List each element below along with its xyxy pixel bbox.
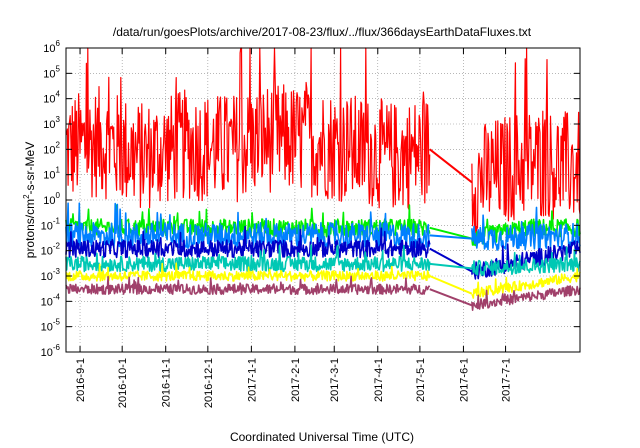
series — [65, 275, 581, 312]
series-trace — [65, 244, 431, 273]
y-tick-label: 102 — [43, 140, 60, 156]
y-tick-label-base: 10 — [43, 170, 55, 182]
y-tick-label-exponent: 5 — [56, 64, 61, 73]
y-tick-label: 10-6 — [41, 343, 61, 359]
y-tick-label-exponent: -1 — [53, 216, 61, 225]
y-tick-label-base: 10 — [41, 296, 53, 308]
y-tick-label: 101 — [43, 166, 60, 182]
y-tick-label-base: 10 — [41, 347, 53, 359]
y-tick-label-base: 10 — [43, 144, 55, 156]
y-tick-label-base: 10 — [43, 94, 55, 106]
y-tick-label: 106 — [43, 39, 60, 55]
y-tick-label-exponent: -4 — [53, 292, 61, 301]
y-tick-label-exponent: 6 — [56, 39, 61, 48]
y-tick-label-base: 10 — [43, 43, 55, 55]
gap-connector — [429, 275, 473, 295]
x-tick-label: 2017-3-1 — [329, 358, 341, 402]
y-tick-label: 100 — [43, 191, 60, 207]
y-axis-label-prefix: protons/cm — [23, 199, 37, 258]
series — [65, 262, 581, 299]
y-tick-label-exponent: -2 — [53, 242, 61, 251]
series-trace — [471, 267, 581, 299]
gap-connector — [429, 262, 472, 270]
series-trace — [65, 275, 431, 296]
y-tick-label: 10-3 — [41, 267, 61, 283]
series-trace — [471, 47, 581, 237]
y-tick-label: 104 — [43, 90, 60, 106]
gap-connector — [429, 234, 472, 240]
gap-connector — [429, 226, 473, 240]
y-tick-label-base: 10 — [41, 246, 53, 258]
y-tick-label-exponent: -3 — [53, 267, 61, 276]
y-tick-label-exponent: -5 — [53, 318, 61, 327]
y-tick-label-exponent: 3 — [56, 115, 61, 124]
y-tick-label-exponent: 2 — [56, 140, 61, 149]
series-trace — [471, 285, 581, 312]
y-axis-label-superscript: 2 — [22, 194, 31, 199]
series — [65, 47, 581, 237]
x-tick-label: 2017-2-1 — [290, 358, 302, 402]
y-tick-label-exponent: 0 — [56, 191, 61, 200]
y-tick-label-base: 10 — [41, 220, 53, 232]
y-tick-label-exponent: -6 — [53, 343, 61, 352]
series-layer — [65, 47, 581, 312]
y-tick-label-base: 10 — [43, 68, 55, 80]
y-tick-label: 10-4 — [41, 292, 61, 308]
series-trace — [471, 246, 581, 277]
plot-frame — [65, 47, 581, 353]
x-tick-label: 2016-12-1 — [203, 358, 215, 408]
y-tick-label: 103 — [43, 115, 60, 131]
y-tick-label: 10-1 — [41, 216, 61, 232]
x-tick-label: 2017-4-1 — [373, 358, 385, 402]
gap-connector — [429, 148, 473, 184]
gap-connector — [429, 288, 473, 307]
y-tick-label: 105 — [43, 64, 60, 80]
y-tick-label: 10-5 — [41, 318, 61, 334]
y-tick-label-base: 10 — [41, 271, 53, 283]
y-tick-label: 10-2 — [41, 242, 61, 258]
x-axis: 2016-9-1 2016-10-1 2016-11-1 2016-12-1 2017-… — [75, 48, 513, 408]
grid — [66, 48, 580, 352]
y-axis: 10-610-510-410-310-210-11001011021031041… — [41, 39, 580, 359]
y-axis-label-suffix: -s-sr-MeV — [23, 142, 37, 195]
y-tick-label-exponent: 1 — [56, 166, 61, 175]
chart-title: /data/run/goesPlots/archive/2017-08-23/f… — [113, 25, 532, 39]
series-trace — [471, 240, 581, 280]
x-tick-label: 2017-6-1 — [458, 358, 470, 402]
x-tick-label: 2016-10-1 — [117, 358, 129, 408]
y-axis-label: protons/cm2-s-sr-MeV — [22, 142, 37, 258]
x-tick-label: 2016-9-1 — [75, 358, 87, 402]
series — [65, 202, 581, 251]
series-trace — [471, 206, 581, 251]
series-trace — [65, 47, 431, 210]
series-trace — [65, 225, 431, 259]
y-tick-label-base: 10 — [43, 119, 55, 131]
x-axis-label: Coordinated Universal Time (UTC) — [230, 430, 414, 444]
x-tick-label: 2017-7-1 — [501, 358, 513, 402]
series — [65, 244, 581, 277]
y-tick-label-exponent: 4 — [56, 90, 61, 99]
x-tick-label: 2017-5-1 — [415, 358, 427, 402]
y-tick-label-base: 10 — [43, 195, 55, 207]
series-trace — [65, 202, 431, 249]
series-trace — [65, 262, 431, 282]
x-tick-label: 2016-11-1 — [161, 358, 173, 407]
y-tick-label-base: 10 — [41, 322, 53, 334]
x-tick-label: 2017-1-1 — [246, 358, 258, 402]
series-trace — [471, 210, 581, 247]
